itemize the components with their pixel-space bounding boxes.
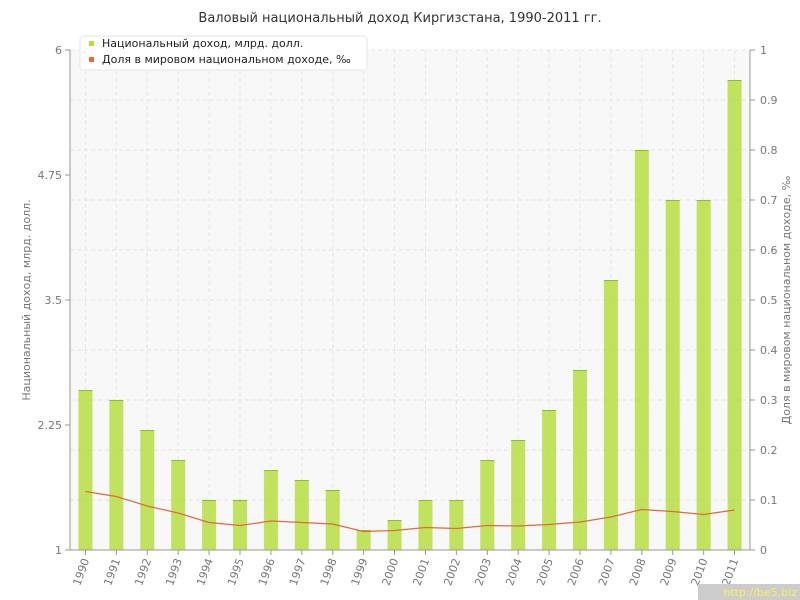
x-tick-label: 2010 <box>689 557 711 588</box>
y2-tick-label: 0.8 <box>760 144 778 157</box>
chart-title: Валовый национальный доход Киргизстана, … <box>198 11 601 26</box>
legend-swatch-share <box>89 57 94 62</box>
bar <box>356 530 371 550</box>
y2-tick-label: 1 <box>760 44 767 57</box>
x-tick-label: 2007 <box>596 557 618 588</box>
y2-tick-label: 0.6 <box>760 244 778 257</box>
y-tick-label: 3.5 <box>45 294 63 307</box>
bar <box>449 500 464 550</box>
x-tick-label: 1998 <box>318 557 340 588</box>
bar <box>78 390 93 550</box>
x-tick-labels: 1990 1991 1992 1993 1994 1995 1996 1997 1998 1999… <box>70 557 741 588</box>
x-tick-label: 1999 <box>349 557 371 588</box>
watermark: http://be5.biz <box>723 586 797 599</box>
y2-tick-label: 0.7 <box>760 194 778 207</box>
bar <box>696 200 711 550</box>
bar <box>727 80 742 550</box>
y2-tick-label: 0.3 <box>760 394 778 407</box>
legend-label-share: Доля в мировом национальном доходе, ‰ <box>102 53 351 66</box>
x-tick-label: 2000 <box>380 557 402 588</box>
x-tick-label: 1991 <box>101 557 123 588</box>
x-tick-label: 2008 <box>627 557 649 588</box>
bar <box>603 280 618 550</box>
x-tick-label: 2004 <box>503 557 525 588</box>
x-tick-label: 2003 <box>472 557 494 588</box>
y-tick-label: 4.75 <box>38 169 63 182</box>
x-tick-label: 1995 <box>225 557 247 588</box>
bar <box>480 460 495 550</box>
x-tick-label: 1993 <box>163 557 185 588</box>
y-tick-label: 6 <box>55 44 62 57</box>
y2-tick-label: 0 <box>760 544 767 557</box>
bar <box>263 470 278 550</box>
x-tick-label: 2006 <box>565 557 587 588</box>
bar <box>202 500 217 550</box>
bar <box>511 440 526 550</box>
y2-tick-label: 0.4 <box>760 344 778 357</box>
share-line <box>85 490 735 533</box>
legend-box <box>79 35 368 71</box>
y2-tick-label: 0.1 <box>760 494 778 507</box>
y2-tick-label: 0.9 <box>760 94 778 107</box>
bar <box>325 490 340 550</box>
x-tick-label: 1992 <box>132 557 154 588</box>
x-tick-label: 1997 <box>287 557 309 588</box>
bar <box>418 500 433 550</box>
bar <box>294 480 309 550</box>
y-tick-label: 1 <box>55 544 62 557</box>
bar <box>387 520 402 550</box>
x-tick-label: 2011 <box>720 557 742 588</box>
bar <box>109 400 124 550</box>
bar <box>542 410 557 550</box>
y-tick-label: 2.25 <box>38 419 63 432</box>
y2-tick-labels: 0 0.1 0.2 0.3 0.4 0.5 0.6 0.7 0.8 0.9 1 <box>760 44 778 557</box>
y-axis-label: Национальный доход, млрд. долл. <box>20 199 33 400</box>
y2-axis-label: Доля в мировом национальном доходе, ‰ <box>780 175 793 424</box>
x-tick-label: 2002 <box>441 557 463 588</box>
y2-tick-label: 0.2 <box>760 444 778 457</box>
axes <box>65 49 755 555</box>
watermark-bg <box>698 584 800 600</box>
bar <box>171 460 186 550</box>
y-tick-labels: 1 2.25 3.5 4.75 6 <box>38 44 63 557</box>
line-series <box>85 490 735 533</box>
y2-tick-label: 0.5 <box>760 294 778 307</box>
bar <box>665 200 680 550</box>
legend-swatch-income <box>89 41 94 46</box>
x-tick-label: 2005 <box>534 557 556 588</box>
x-tick-label: 1994 <box>194 557 216 588</box>
bar <box>634 150 649 550</box>
x-tick-label: 1990 <box>70 557 92 588</box>
x-tick-label: 2009 <box>658 557 680 588</box>
legend-label-income: Национальный доход, млрд. долл. <box>102 37 303 50</box>
x-tick-label: 1996 <box>256 557 278 588</box>
bar <box>573 370 587 550</box>
bar <box>140 430 155 550</box>
bar-series <box>78 80 742 550</box>
x-tick-label: 2001 <box>410 557 432 588</box>
legend: Национальный доход, млрд. долл. Доля в м… <box>79 35 368 71</box>
